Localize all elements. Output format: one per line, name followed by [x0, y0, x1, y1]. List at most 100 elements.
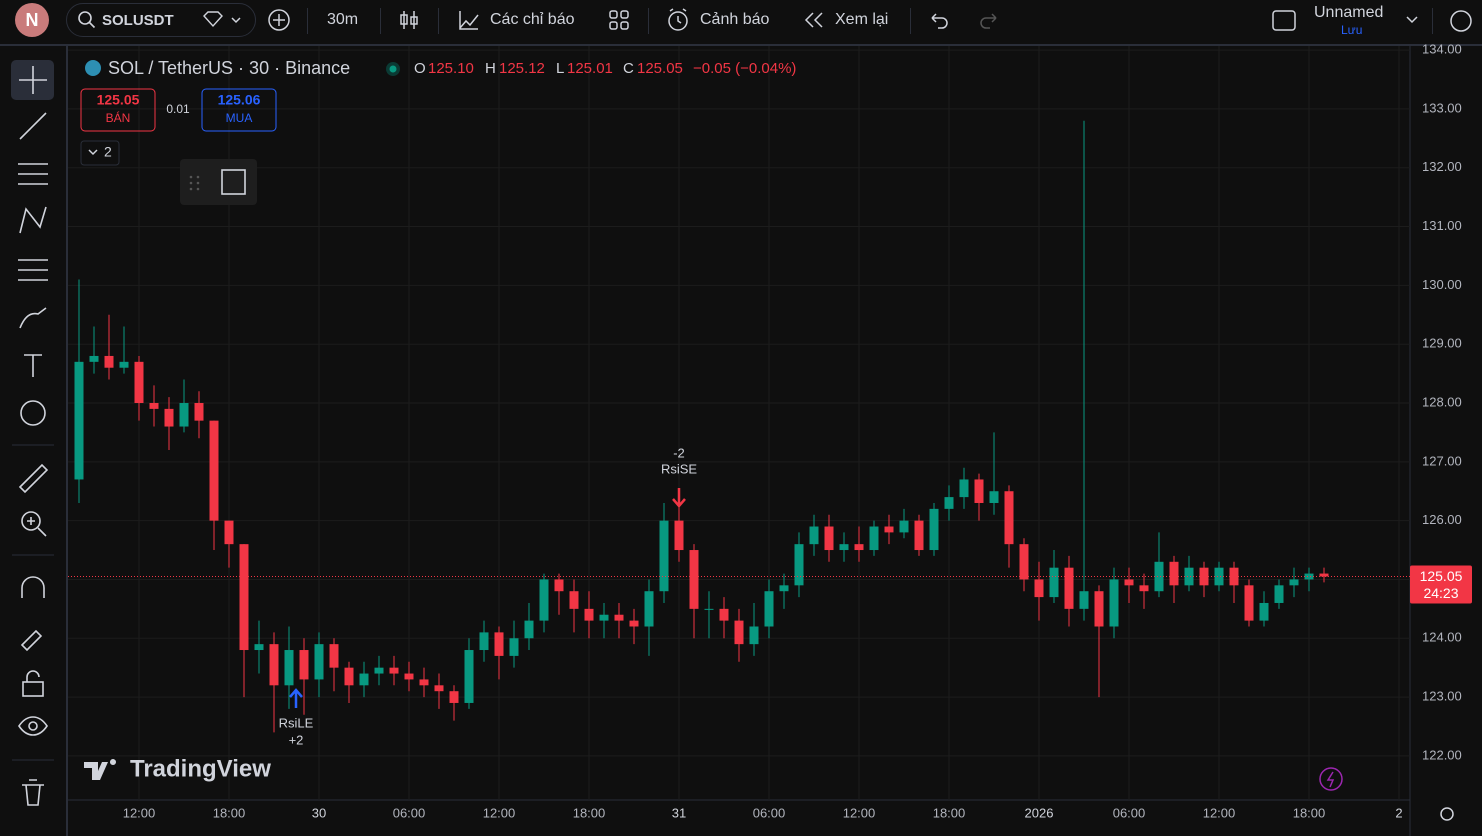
flash-icon[interactable]	[1319, 767, 1343, 791]
forecast-icon[interactable]	[18, 259, 48, 281]
crosshair-icon[interactable]	[19, 66, 47, 94]
replay[interactable]: Xem lại	[835, 11, 889, 28]
candle-body	[164, 408, 174, 427]
x-tick-label: 06:00	[753, 805, 786, 820]
sell-price[interactable]: 125.05	[97, 92, 140, 108]
fib-icon[interactable]	[18, 163, 48, 185]
legend-o-value: 125.10	[428, 60, 474, 77]
candle-body	[779, 585, 789, 592]
brush-icon[interactable]	[19, 307, 47, 329]
candle-body	[299, 650, 309, 680]
candle-body	[599, 614, 609, 621]
y-tick-label: 133.00	[1422, 100, 1462, 115]
y-tick-label: 127.00	[1422, 453, 1462, 468]
candle-body	[524, 620, 534, 639]
sell-label[interactable]: BÁN	[106, 110, 131, 125]
compare-icon[interactable]	[267, 8, 291, 32]
candle-body	[1004, 491, 1014, 545]
eye-icon[interactable]	[18, 716, 48, 736]
ruler-icon[interactable]	[18, 463, 49, 494]
candle-body	[1214, 567, 1224, 586]
templates-icon[interactable]	[607, 8, 631, 32]
candle-body	[644, 591, 654, 627]
separator	[648, 8, 649, 34]
y-tick-label: 131.00	[1422, 218, 1462, 233]
magnet-icon[interactable]	[21, 576, 45, 598]
lock-icon[interactable]	[22, 681, 44, 697]
candle-body	[1109, 579, 1119, 627]
interval[interactable]: 30m	[327, 11, 359, 28]
sell-button[interactable]	[80, 88, 156, 132]
layout-menu[interactable]	[1404, 12, 1420, 28]
layout-icon[interactable]	[1272, 9, 1296, 33]
y-tick-label: 123.00	[1422, 689, 1462, 704]
candle-body	[704, 608, 714, 610]
x-tick-label: 12:00	[483, 805, 516, 820]
candle-body	[404, 673, 414, 680]
candle-body	[689, 550, 699, 609]
drawing-tools[interactable]	[11, 60, 54, 806]
chart-type-icon[interactable]	[397, 8, 421, 32]
layout-name[interactable]: Unnamed	[1314, 4, 1384, 21]
spread: 0.01	[166, 102, 190, 116]
candle-body	[464, 650, 474, 703]
candle-body	[1019, 544, 1029, 580]
candle-body	[74, 361, 84, 480]
search-icon[interactable]	[77, 10, 97, 30]
chart-title: SOL / TetherUS · 30 · Binance	[108, 58, 350, 78]
candle-body	[209, 420, 219, 521]
buy-label[interactable]: MUA	[226, 111, 253, 125]
lock-draw-icon[interactable]	[20, 629, 43, 652]
buy-price[interactable]: 125.06	[218, 92, 261, 108]
candle-body	[479, 632, 489, 651]
candle-body	[1229, 567, 1239, 586]
drag-handle[interactable]	[189, 175, 200, 191]
candle-body	[494, 632, 504, 656]
indicators-icon[interactable]	[457, 8, 481, 32]
avatar[interactable]: N	[15, 3, 49, 37]
alert-icon[interactable]	[665, 7, 691, 33]
candle-body	[1094, 591, 1104, 627]
symbol[interactable]: SOLUSDT	[102, 11, 174, 29]
symbol-search[interactable]	[66, 3, 256, 37]
premium-icon[interactable]	[202, 10, 246, 30]
legend-c: C	[623, 60, 634, 77]
trash-icon[interactable]	[22, 779, 44, 806]
buy-button[interactable]	[201, 88, 277, 132]
candle-body	[254, 644, 264, 651]
separator	[307, 8, 308, 34]
candle-body	[1154, 561, 1164, 592]
undo-redo[interactable]	[928, 10, 998, 30]
trendline-icon[interactable]	[19, 112, 47, 140]
candle-body	[374, 667, 384, 674]
pattern-icon[interactable]	[19, 206, 47, 234]
rect-tool-icon[interactable]	[221, 169, 246, 195]
legend-c-value: 125.05	[637, 60, 683, 77]
quick-search[interactable]	[1448, 8, 1474, 34]
replay-icon[interactable]	[803, 10, 825, 30]
collapse-count[interactable]: 2	[104, 144, 112, 160]
candle-body	[1199, 567, 1209, 586]
candle-body	[734, 620, 744, 645]
candle-body	[179, 403, 189, 427]
candle-body	[884, 526, 894, 533]
legend-change: −0.05 (−0.04%)	[693, 60, 796, 77]
zoom-icon[interactable]	[21, 511, 41, 531]
legend-o: O	[414, 60, 426, 77]
candle-body	[1259, 602, 1269, 621]
text-icon[interactable]	[24, 354, 42, 377]
separator	[438, 8, 439, 34]
x-tick-label: 2026	[1025, 805, 1054, 820]
emoji-icon[interactable]	[20, 400, 46, 426]
save[interactable]: Lưu	[1341, 23, 1363, 37]
settings-icon[interactable]	[1440, 807, 1454, 821]
brand-logo	[84, 759, 116, 780]
alerts[interactable]: Cảnh báo	[700, 11, 770, 28]
candle-body	[899, 520, 909, 533]
candle-body	[149, 403, 159, 409]
y-tick-label: 134.00	[1422, 42, 1462, 57]
chevron[interactable]	[88, 149, 98, 156]
collapse-button[interactable]	[80, 140, 120, 166]
toolbar-separators	[12, 444, 54, 761]
indicators[interactable]: Các chỉ báo	[490, 11, 575, 28]
